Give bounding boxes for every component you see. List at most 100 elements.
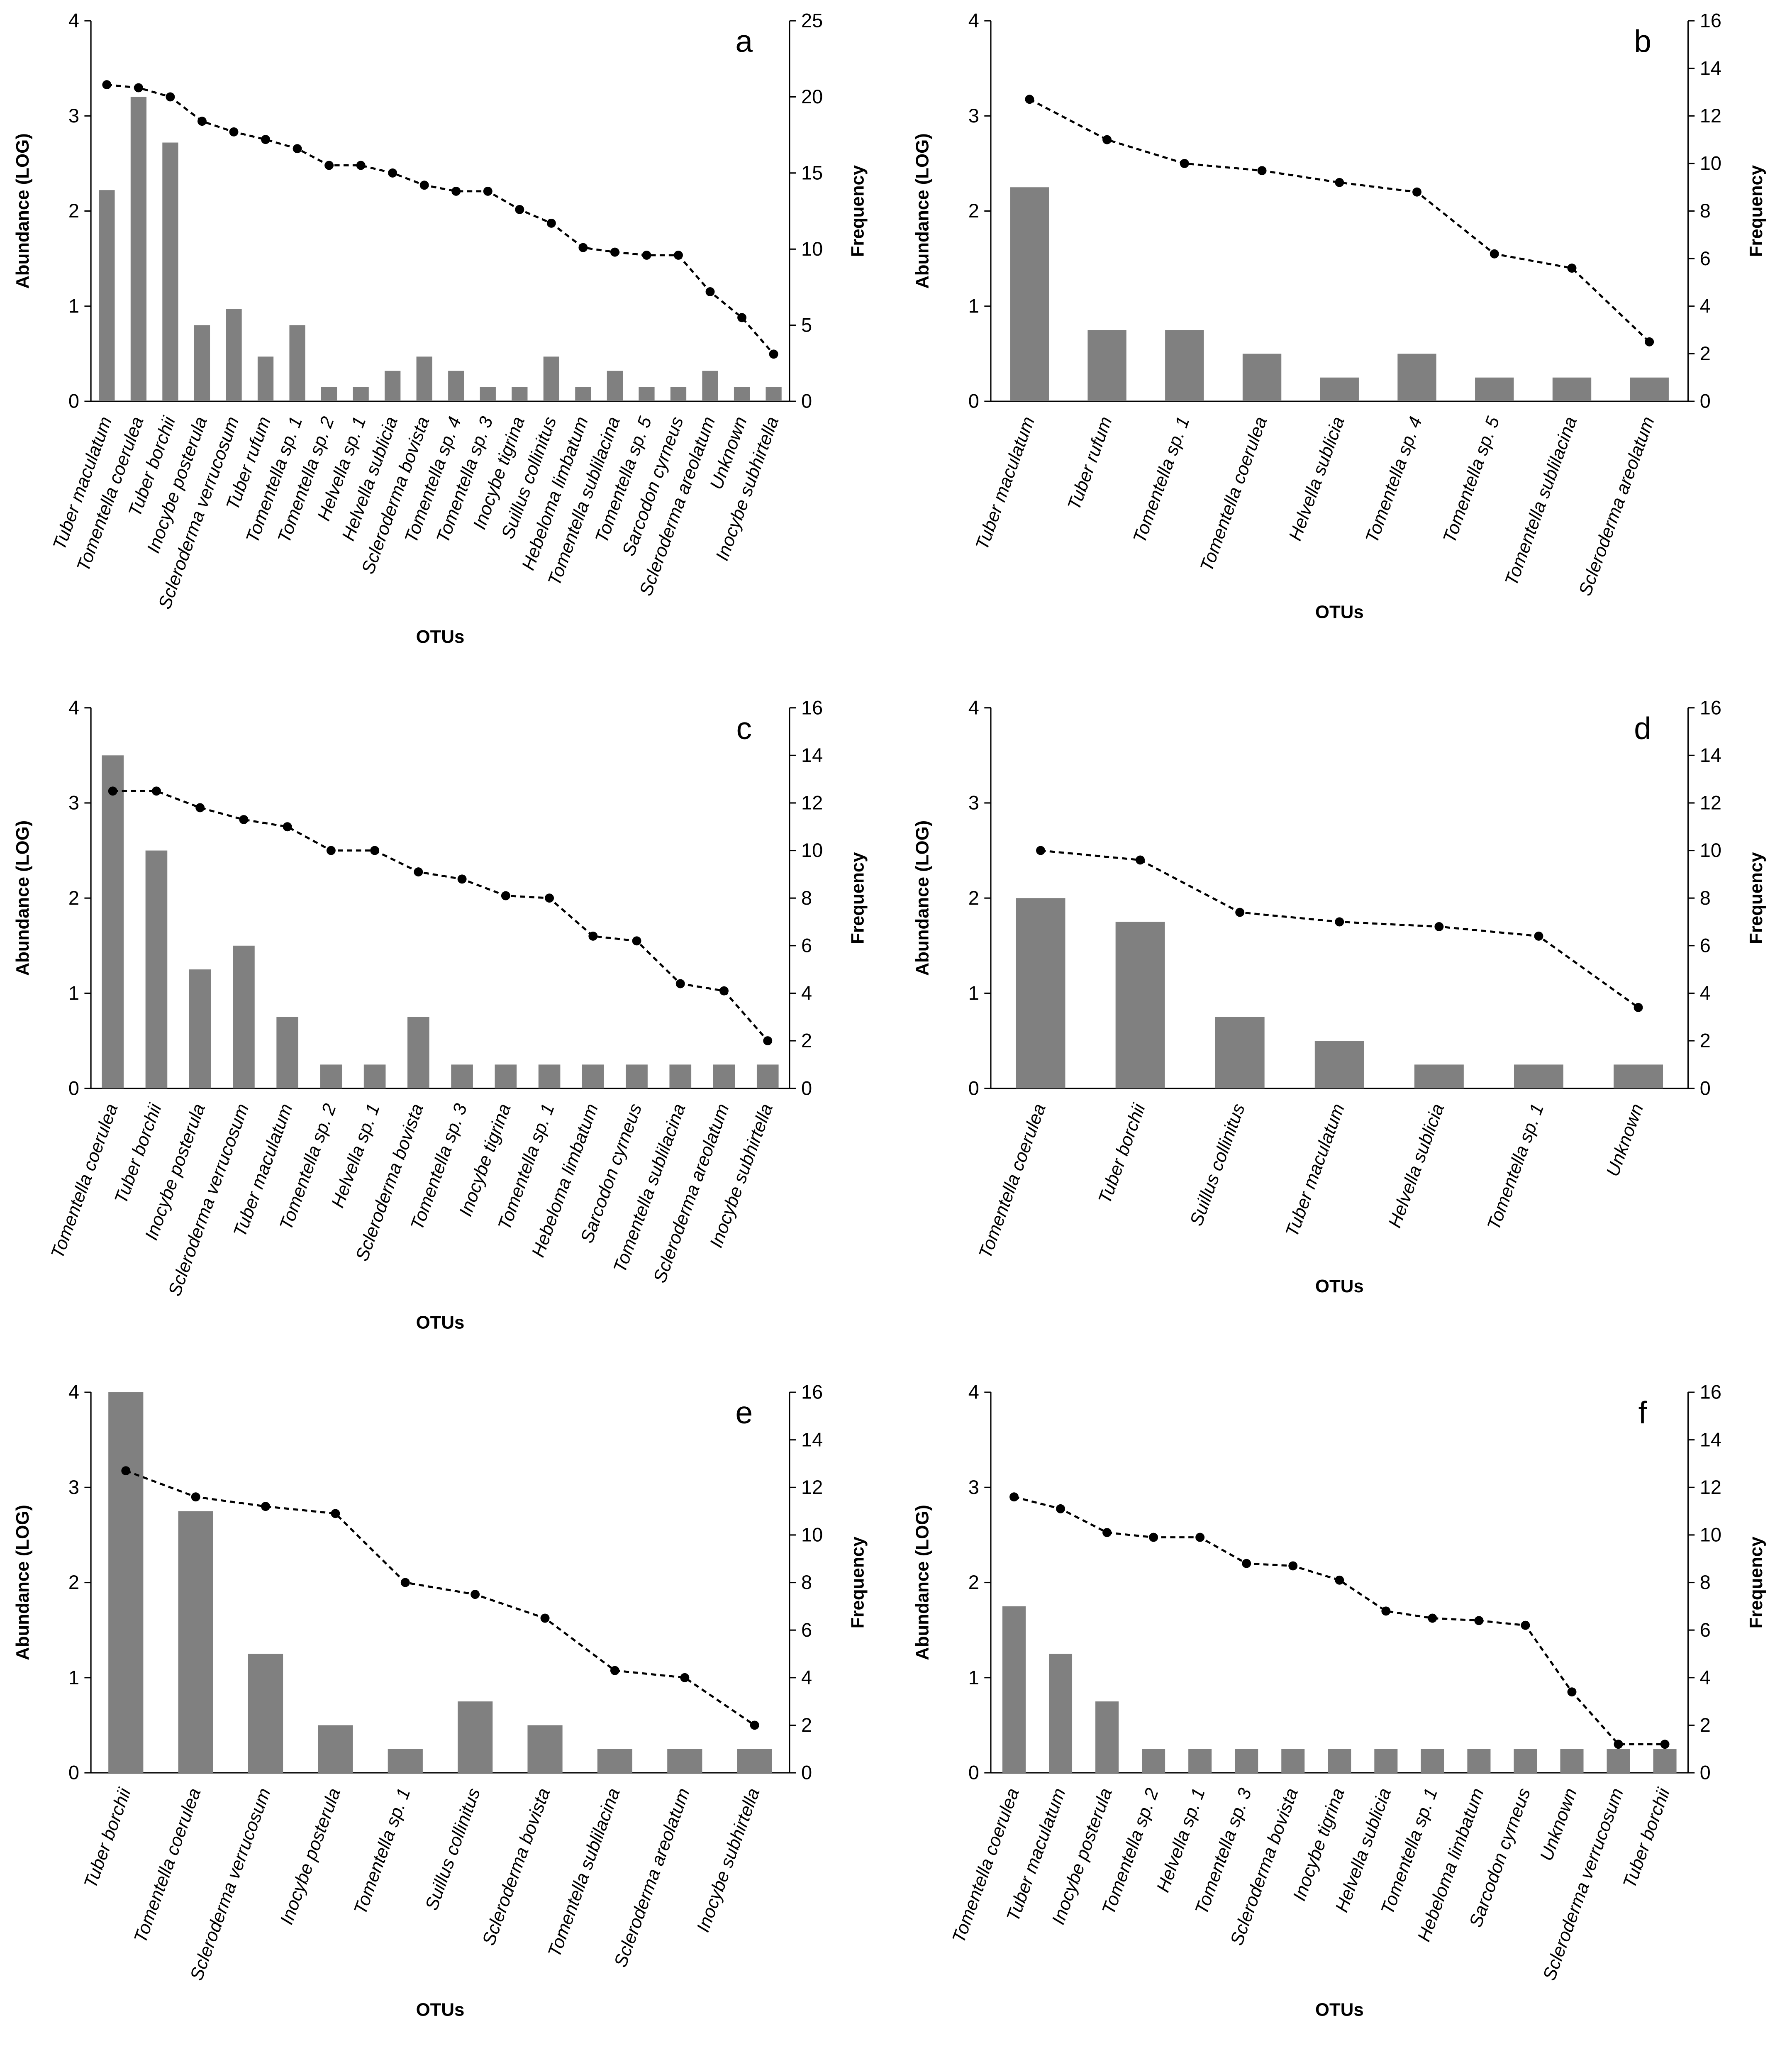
bar [289,325,305,402]
point [195,803,205,813]
x-tick-label: Scleroderma verrucosum [186,1785,275,1983]
point [451,186,461,196]
bar [670,387,687,402]
point [1645,337,1654,347]
point [191,1492,200,1502]
bar [458,1701,493,1773]
bar [1467,1749,1491,1773]
x-tick-label: Tomentella sp. 1 [350,1785,414,1917]
point [588,931,598,941]
point [1149,1533,1158,1542]
y2-axis-title: Frequency [1746,1536,1766,1628]
bar [257,356,274,402]
point [261,135,270,144]
point [642,250,651,260]
y-tick-label: 0 [68,1077,79,1099]
y-tick-label: 1 [68,1667,79,1688]
y2-tick-label: 8 [801,887,812,909]
point [737,313,747,322]
point [1242,1559,1251,1568]
bar [99,190,115,402]
point [121,1466,131,1476]
point [763,1036,773,1046]
point [356,161,366,170]
point [197,117,207,126]
bar [1514,1749,1537,1773]
point [1136,855,1145,865]
x-tick-label: Tuber maculatum [1282,1101,1348,1240]
y2-tick-label: 4 [801,1667,812,1688]
y2-tick-label: 12 [1700,1476,1721,1498]
point [331,1509,340,1518]
y2-axis-title: Frequency [847,852,868,944]
point [1180,159,1189,168]
bar [320,1064,342,1088]
point [324,161,334,170]
bar [1397,354,1436,402]
point [151,786,161,796]
bar [669,1064,692,1088]
y2-axis-title: Frequency [1746,852,1766,944]
bar [407,1017,429,1088]
y2-axis-title: Frequency [847,1536,868,1628]
bar [353,387,369,402]
panel-label: b [1634,24,1651,59]
point [1025,95,1034,104]
bar [1560,1749,1584,1773]
point [1434,922,1444,931]
bar [385,371,401,402]
point [370,846,380,855]
bar [1653,1749,1677,1773]
bar [582,1064,604,1088]
x-axis-title: OTUs [416,1313,465,1333]
point [1009,1492,1019,1502]
bar [233,945,255,1088]
y2-tick-label: 10 [1700,153,1721,174]
y2-tick-label: 0 [801,390,812,412]
point [419,181,429,190]
y2-tick-label: 6 [1700,935,1711,956]
x-tick-label: Tomentella sp. 1 [1483,1101,1548,1232]
y2-tick-label: 10 [801,238,823,260]
x-tick-label: Inocybe posterula [276,1785,344,1927]
point [326,846,336,855]
line [125,1469,756,1726]
bar [1314,1041,1364,1088]
y2-tick-label: 8 [1700,200,1711,222]
y2-tick-label: 8 [801,1572,812,1593]
y2-tick-label: 10 [801,1524,823,1546]
bar [756,1064,779,1088]
x-tick-label: Tomentella coerulea [47,1101,122,1261]
point [166,92,175,102]
bar [321,387,337,402]
point [1567,264,1577,273]
y2-tick-label: 15 [801,162,823,184]
y-tick-label: 3 [968,1476,979,1498]
point [705,287,715,296]
bar [1614,1064,1663,1088]
y2-tick-label: 16 [801,697,823,718]
point [457,874,467,884]
bar [388,1749,423,1773]
y2-tick-label: 2 [1700,1714,1711,1736]
x-tick-label: Tomentella sublilacina [544,1785,624,1960]
y2-tick-label: 2 [801,1714,812,1736]
bar [1320,377,1359,402]
y2-tick-label: 14 [1700,1429,1721,1450]
point [680,1673,690,1682]
point [261,1502,270,1511]
y-axis-title: Abundance (LOG) [912,1505,933,1660]
bar [737,1749,772,1773]
point [293,144,302,154]
x-tick-label: Tuber rufum [1063,414,1116,513]
point [283,822,292,832]
point [501,891,510,900]
bar [713,1064,735,1088]
bar [766,387,782,402]
x-tick-label: Suillus collinitus [421,1785,484,1913]
bar [527,1725,563,1773]
y-axis-title: Abundance (LOG) [912,133,933,289]
bar [1374,1749,1398,1773]
point [229,127,239,137]
